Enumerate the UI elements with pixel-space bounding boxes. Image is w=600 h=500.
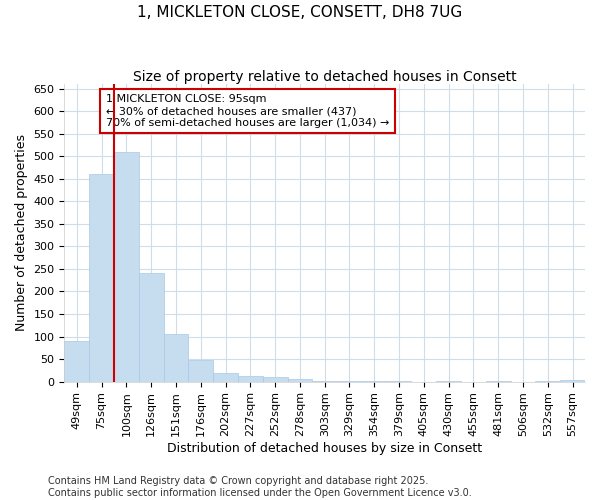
Bar <box>535 380 560 382</box>
Bar <box>213 374 238 382</box>
Bar <box>263 377 287 382</box>
Bar <box>188 360 213 382</box>
Bar <box>64 341 89 382</box>
Text: 1, MICKLETON CLOSE, CONSETT, DH8 7UG: 1, MICKLETON CLOSE, CONSETT, DH8 7UG <box>137 5 463 20</box>
Bar <box>114 152 139 382</box>
Bar <box>287 379 313 382</box>
Bar <box>313 380 337 382</box>
X-axis label: Distribution of detached houses by size in Consett: Distribution of detached houses by size … <box>167 442 482 455</box>
Y-axis label: Number of detached properties: Number of detached properties <box>15 134 28 332</box>
Bar <box>337 380 362 382</box>
Bar <box>386 380 412 382</box>
Bar <box>139 274 164 382</box>
Bar <box>164 334 188 382</box>
Bar <box>89 174 114 382</box>
Title: Size of property relative to detached houses in Consett: Size of property relative to detached ho… <box>133 70 517 84</box>
Bar <box>238 376 263 382</box>
Text: Contains HM Land Registry data © Crown copyright and database right 2025.
Contai: Contains HM Land Registry data © Crown c… <box>48 476 472 498</box>
Bar <box>560 380 585 382</box>
Text: 1 MICKLETON CLOSE: 95sqm
← 30% of detached houses are smaller (437)
70% of semi-: 1 MICKLETON CLOSE: 95sqm ← 30% of detach… <box>106 94 389 128</box>
